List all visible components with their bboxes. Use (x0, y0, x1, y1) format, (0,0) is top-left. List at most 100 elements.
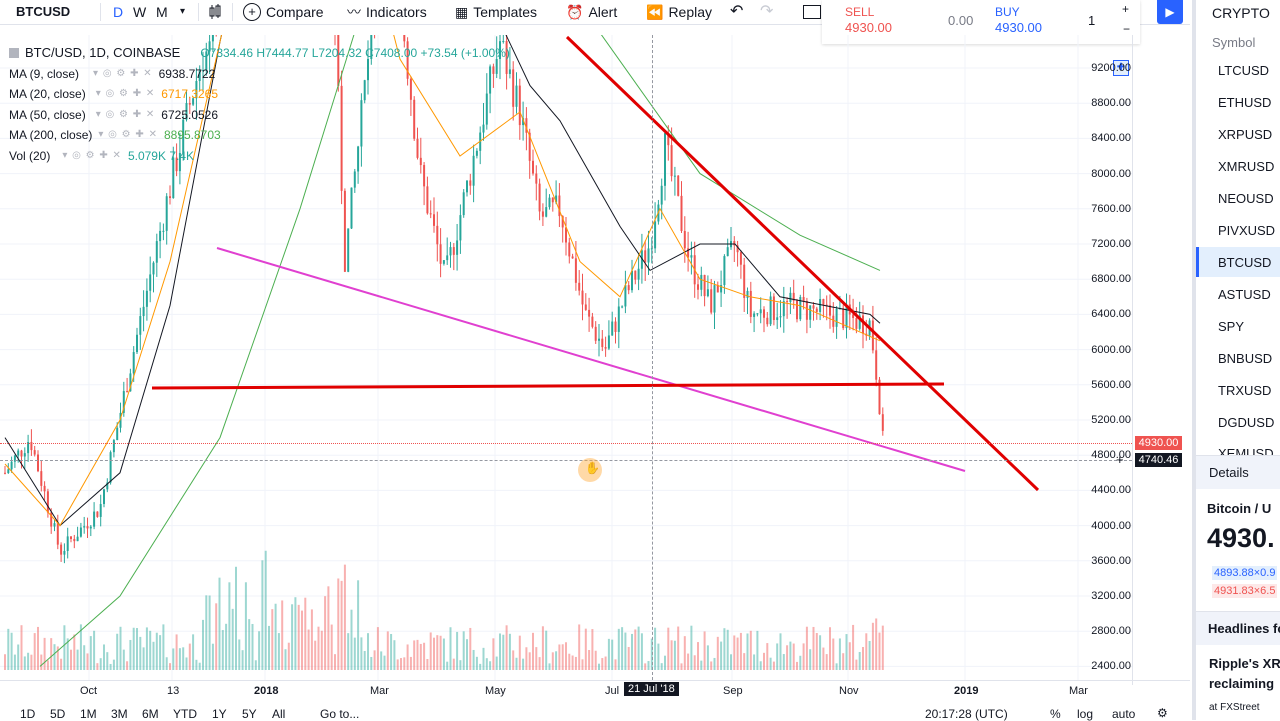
candle-body (178, 152, 181, 172)
interval-d[interactable]: D (113, 4, 124, 20)
collapse-icon[interactable] (9, 48, 19, 58)
qty-decrement-icon[interactable]: − (1123, 22, 1131, 36)
indicator-controls[interactable]: ▾ ◎ ⚙ ✚ ✕ (95, 88, 156, 99)
range-ytd[interactable]: YTD (173, 707, 197, 721)
price-axis-label: 5600.00 (1091, 378, 1131, 391)
qty-increment-icon[interactable]: + (1122, 2, 1130, 16)
volume-bar (502, 634, 505, 670)
headline-text-2[interactable]: reclaiming (1209, 676, 1275, 691)
price-axis-label: 7200.00 (1091, 238, 1131, 250)
volume-bar (789, 641, 792, 670)
templates-icon: ▦ (455, 4, 469, 20)
candle-body (571, 256, 574, 259)
volume-bar (205, 595, 208, 670)
bar-style-icon[interactable] (207, 0, 223, 24)
legend-volume[interactable]: Vol (20) ▾ ◎ ⚙ ✚ ✕ 5.079K 7.4K (9, 149, 194, 163)
range-1d[interactable]: 1D (20, 707, 36, 721)
candle-body (581, 290, 584, 305)
redo-icon[interactable]: ↷ (760, 3, 774, 20)
legend-ma9[interactable]: MA (9, close) ▾ ◎ ⚙ ✚ ✕ 6938.7722 (9, 67, 215, 81)
volume-bar (598, 663, 600, 670)
play-button[interactable]: ▶ (1157, 0, 1183, 24)
percent-toggle[interactable]: % (1050, 707, 1061, 721)
volume-bar (660, 663, 663, 670)
watchlist-item[interactable]: SPY (1218, 319, 1245, 334)
replay-button[interactable]: ⏪ Replay (646, 0, 712, 24)
watchlist-item-clipped[interactable]: XEMUSD (1196, 440, 1280, 455)
add-indicator-icon[interactable]: ✚ (1113, 60, 1129, 76)
details-symbol-name: Bitcoin / U (1207, 501, 1272, 516)
watchlist-item[interactable]: LTCUSD (1218, 63, 1270, 78)
volume-bar (759, 661, 762, 670)
legend-ma20[interactable]: MA (20, close) ▾ ◎ ⚙ ✚ ✕ 6717.3265 (9, 87, 218, 101)
volume-bar (637, 626, 640, 670)
watchlist-item[interactable]: XMRUSD (1218, 159, 1275, 174)
range-3m[interactable]: 3M (111, 707, 128, 721)
goto-button[interactable]: Go to... (320, 707, 360, 721)
volume-bar (304, 597, 307, 670)
range-all[interactable]: All (272, 707, 286, 721)
details-header[interactable]: Details (1196, 455, 1280, 489)
legend-ma200[interactable]: MA (200, close) ▾ ◎ ⚙ ✚ ✕ 8895.8703 (9, 128, 221, 142)
headlines-header[interactable]: Headlines fo (1196, 611, 1280, 645)
watchlist-item[interactable]: TRXUSD (1218, 383, 1272, 398)
watchlist-item[interactable]: PIVXUSD (1218, 223, 1276, 238)
chevron-down-icon[interactable]: ▾ (180, 6, 186, 17)
crosshair-plus-icon[interactable]: + (1116, 452, 1124, 467)
watchlist-item[interactable]: ASTUSD (1218, 287, 1271, 302)
headline-text[interactable]: Ripple's XR (1209, 656, 1280, 671)
volume-bar (624, 632, 627, 670)
price-axis[interactable] (1132, 35, 1191, 685)
range-1y[interactable]: 1Y (212, 707, 227, 721)
candle-body (192, 98, 195, 105)
watchlist-item[interactable]: ETHUSD (1218, 95, 1272, 110)
watchlist-item-active[interactable]: BTCUSD (1218, 255, 1272, 270)
interval-w[interactable]: W (133, 4, 147, 20)
indicator-controls[interactable]: ▾ ◎ ⚙ ✚ ✕ (62, 150, 122, 161)
rewind-icon: ⏪ (646, 4, 664, 20)
indicator-controls[interactable]: ▾ ◎ ⚙ ✚ ✕ (98, 129, 158, 140)
price-chart[interactable] (0, 35, 1132, 680)
interval-m[interactable]: M (156, 4, 168, 20)
volume-bar (20, 625, 23, 670)
range-6m[interactable]: 6M (142, 707, 159, 721)
candle-body (185, 103, 188, 120)
range-5y[interactable]: 5Y (242, 707, 257, 721)
watchlist-item[interactable]: NEOUSD (1218, 191, 1274, 206)
watchlist-item[interactable]: DGDUSD (1218, 415, 1275, 430)
undo-icon[interactable]: ↶ (730, 3, 744, 20)
compare-button[interactable]: + Compare (243, 0, 324, 24)
legend-ma50[interactable]: MA (50, close) ▾ ◎ ⚙ ✚ ✕ 6725.0526 (9, 108, 218, 122)
symbol-search[interactable]: BTCUSD (16, 0, 70, 24)
volume-bar (558, 644, 561, 670)
candle-body (149, 274, 152, 291)
volume-bar (149, 630, 152, 670)
indicator-controls[interactable]: ▾ ◎ ⚙ ✚ ✕ (95, 109, 156, 120)
quantity-field[interactable]: 1 (1088, 13, 1096, 28)
utc-clock[interactable]: 20:17:28 (UTC) (925, 707, 1008, 721)
candle-body (482, 124, 485, 133)
indicator-controls[interactable]: ▾ ◎ ⚙ ✚ ✕ (93, 68, 153, 79)
watchlist-item[interactable]: BNBUSD (1218, 351, 1273, 366)
volume-bar (868, 640, 871, 670)
candle-body (878, 379, 881, 415)
auto-toggle[interactable]: auto (1112, 707, 1136, 721)
watchlist-title[interactable]: CRYPTO (1212, 5, 1270, 21)
indicator-name: MA (200, close) (9, 128, 93, 142)
indicators-button[interactable]: 〰 Indicators (347, 0, 427, 24)
range-5d[interactable]: 5D (50, 707, 66, 721)
volume-bar (799, 655, 802, 670)
templates-button[interactable]: ▦ Templates (455, 0, 537, 24)
candle-body (99, 504, 102, 517)
alert-button[interactable]: ⏰ Alert (566, 0, 617, 24)
volume-bars (4, 550, 884, 670)
range-1m[interactable]: 1M (80, 707, 97, 721)
symbol-column-header[interactable]: Symbol (1212, 35, 1256, 50)
settings-gear-icon[interactable]: ⚙ (1157, 706, 1168, 720)
watchlist-item[interactable]: XRPUSD (1218, 127, 1273, 142)
volume-bar (505, 625, 508, 670)
fullscreen-icon[interactable] (803, 0, 821, 24)
candle-body (588, 309, 591, 317)
log-toggle[interactable]: log (1077, 707, 1094, 721)
time-label: Nov (839, 685, 859, 697)
